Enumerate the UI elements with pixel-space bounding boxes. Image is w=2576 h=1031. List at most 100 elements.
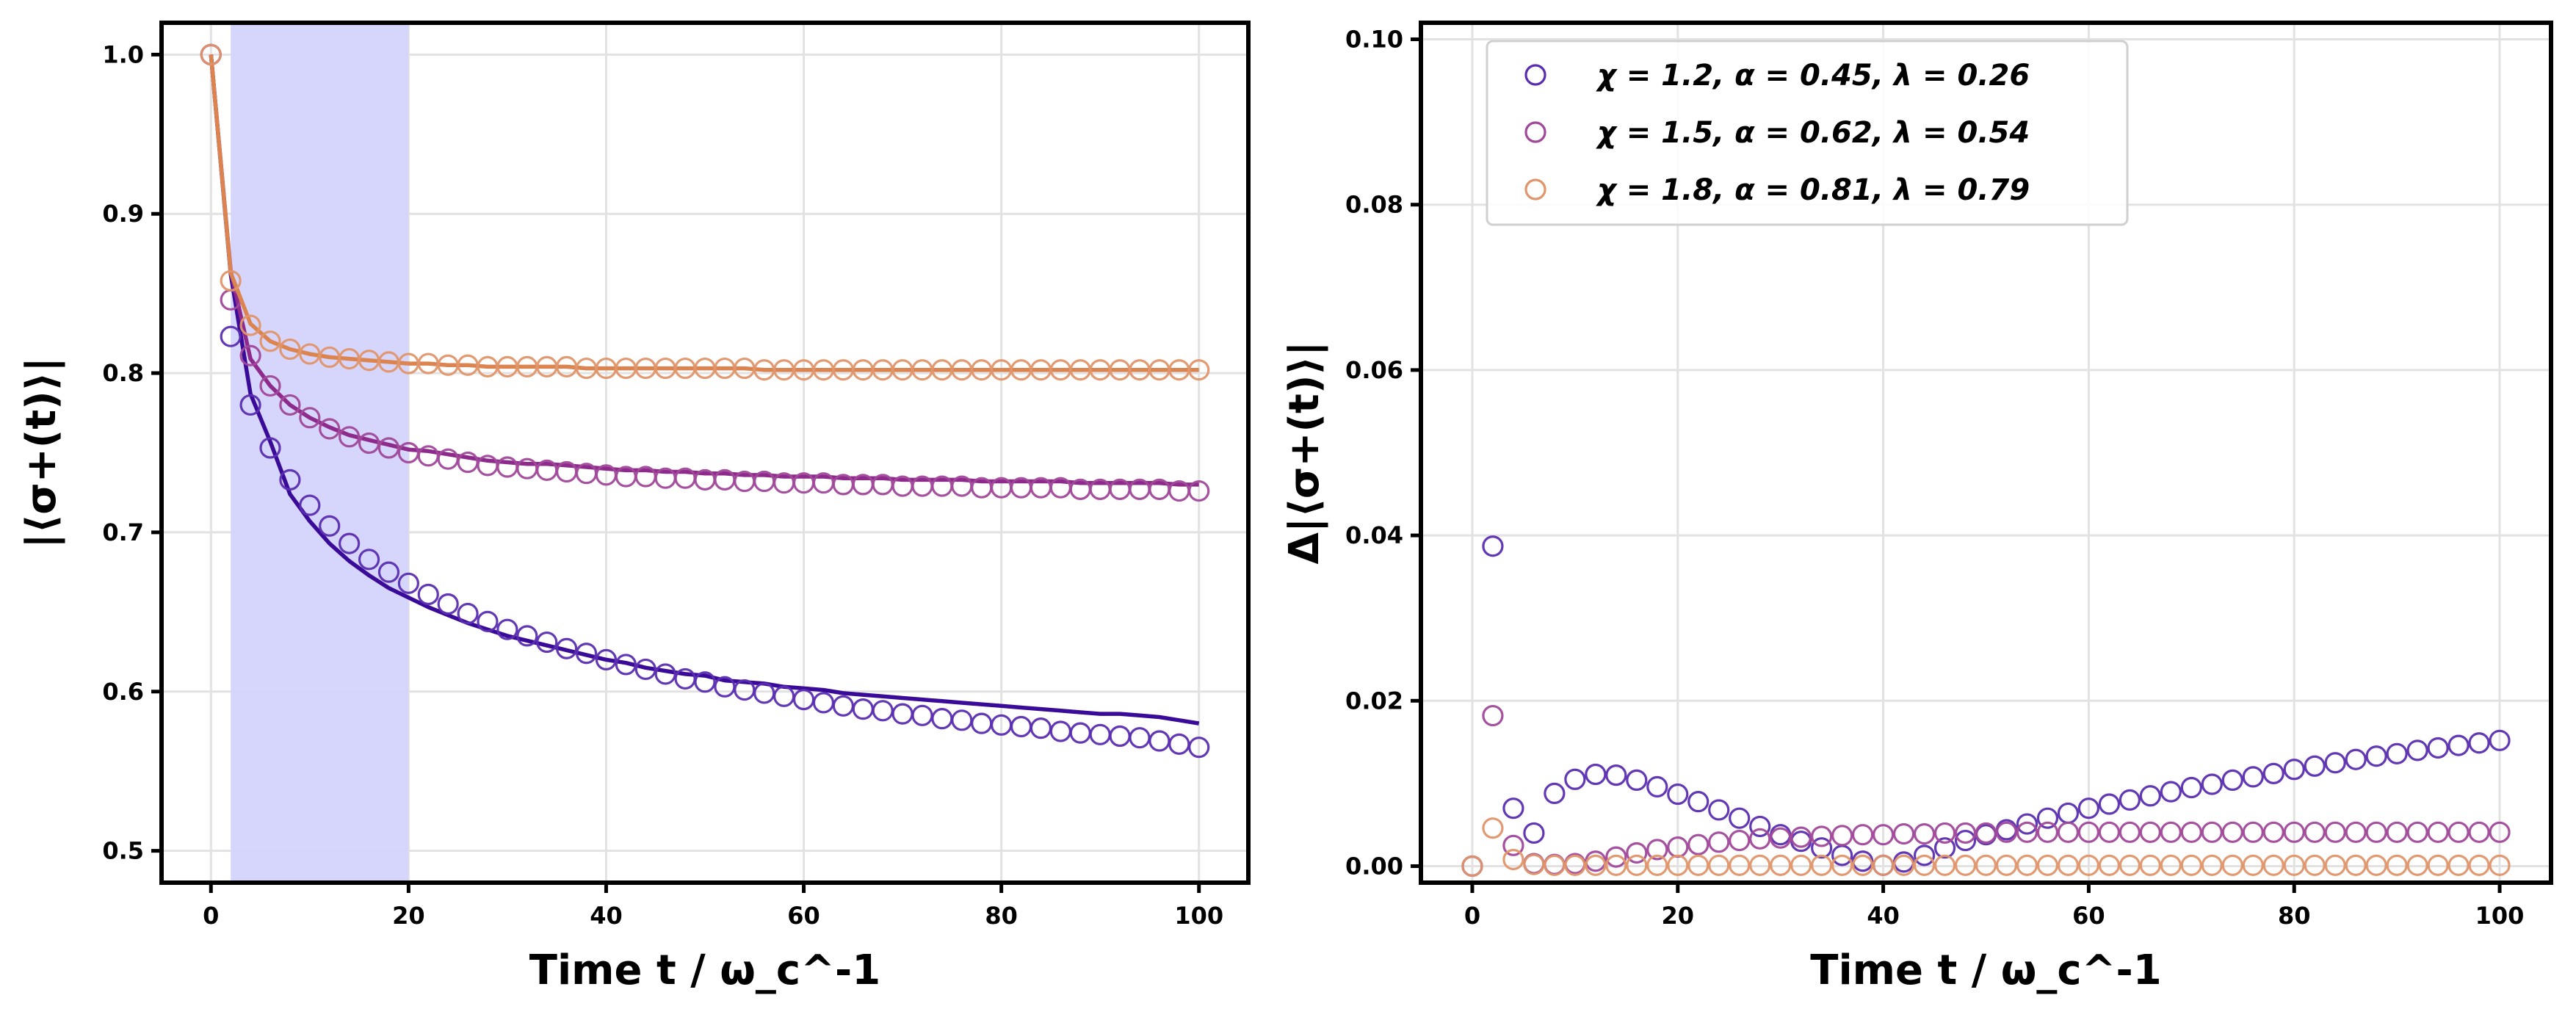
right-data-point-2 xyxy=(2139,821,2161,843)
left-data-point-3 xyxy=(239,314,261,336)
left-data-point-2 xyxy=(239,344,261,366)
right-ytick-label: 0.00 xyxy=(1345,852,1403,880)
right-data-point-1 xyxy=(1687,791,1710,813)
left-model-line-3 xyxy=(209,54,1199,372)
legend-marker-2 xyxy=(1524,121,1546,143)
right-data-point-1 xyxy=(2386,742,2408,764)
left-data-point-3 xyxy=(279,338,301,361)
right-data-point-2 xyxy=(2468,821,2490,843)
left-ytick-label: 0.6 xyxy=(102,678,144,706)
right-data-point-2 xyxy=(2447,821,2470,843)
right-data-point-3 xyxy=(2160,854,2182,876)
right-data-point-2 xyxy=(2365,821,2387,843)
left-data-point-2 xyxy=(358,432,380,455)
right-data-point-3 xyxy=(2283,854,2305,876)
right-data-point-3 xyxy=(1831,854,1853,876)
right-data-point-2 xyxy=(2119,821,2141,843)
left-data-point-1 xyxy=(339,532,361,554)
left-data-point-2 xyxy=(339,426,361,448)
left-model-line-1 xyxy=(209,54,1200,726)
right-data-point-3 xyxy=(2427,854,2449,876)
left-data-point-1 xyxy=(971,712,993,734)
right-data-point-3 xyxy=(2406,854,2428,876)
right-data-point-3 xyxy=(1995,854,2018,876)
left-data-point-3 xyxy=(1188,359,1210,381)
left-data-point-1 xyxy=(319,515,341,537)
right-data-point-2 xyxy=(1852,824,1874,846)
right-ylabel: Δ|⟨σ+(t)⟩| xyxy=(1281,341,1328,565)
left-data-point-1 xyxy=(951,709,973,731)
right-data-point-1 xyxy=(1811,837,1833,859)
legend-box xyxy=(1486,40,2129,226)
left-data-point-1 xyxy=(634,658,656,681)
right-data-point-3 xyxy=(1790,854,1812,876)
right-data-point-2 xyxy=(2016,821,2038,843)
right-data-point-2 xyxy=(2345,821,2367,843)
left-data-point-1 xyxy=(279,469,301,491)
right-data-point-1 xyxy=(2057,802,2080,825)
right-data-point-2 xyxy=(2324,821,2346,843)
right-data-point-3 xyxy=(2057,854,2080,876)
left-data-point-1 xyxy=(1049,720,1071,742)
left-xtick-label: 100 xyxy=(1174,902,1223,930)
right-data-point-2 xyxy=(1749,828,1771,850)
left-ylabel: |⟨σ+(t)⟩| xyxy=(18,357,65,549)
right-data-point-3 xyxy=(1667,854,1689,876)
left-data-point-3 xyxy=(259,330,281,352)
right-data-point-3 xyxy=(1975,854,1997,876)
left-data-point-1 xyxy=(595,648,618,671)
right-xtick-label: 20 xyxy=(1662,902,1695,930)
right-ytick-label: 0.10 xyxy=(1345,26,1403,54)
right-xtick-label: 0 xyxy=(1464,902,1480,930)
right-data-point-1 xyxy=(2119,789,2141,811)
left-data-point-1 xyxy=(220,325,242,347)
left-data-point-1 xyxy=(1069,722,1091,744)
right-data-point-1 xyxy=(2160,781,2182,803)
left-data-point-1 xyxy=(694,671,716,693)
right-data-point-3 xyxy=(1544,854,1566,876)
legend-label-1: χ = 1.2, α = 0.45, λ = 0.26 xyxy=(1596,59,2030,93)
left-xtick-label: 60 xyxy=(787,902,820,930)
right-data-point-2 xyxy=(2406,821,2428,843)
right-data-point-2 xyxy=(2221,821,2243,843)
right-data-point-2 xyxy=(1913,822,1936,845)
left-data-point-1 xyxy=(1188,737,1210,759)
right-data-point-1 xyxy=(2262,762,2284,784)
right-ytick-label: 0.02 xyxy=(1345,687,1403,715)
right-data-point-1 xyxy=(2180,776,2202,799)
right-data-point-1 xyxy=(2447,734,2470,756)
right-xtick-label: 40 xyxy=(1867,902,1900,930)
left-data-point-1 xyxy=(1148,730,1171,752)
right-data-point-1 xyxy=(1790,831,1812,853)
right-data-point-3 xyxy=(1564,854,1586,876)
right-data-point-1 xyxy=(2283,759,2305,781)
right-data-point-2 xyxy=(2386,821,2408,843)
left-data-point-1 xyxy=(832,695,854,717)
right-data-point-2 xyxy=(1585,850,1607,872)
right-data-point-2 xyxy=(1892,822,1915,845)
left-data-point-1 xyxy=(437,593,459,615)
right-data-point-1 xyxy=(2221,769,2243,791)
right-data-point-3 xyxy=(2386,854,2408,876)
right-data-point-2 xyxy=(2098,821,2120,843)
left-data-point-1 xyxy=(1089,723,1111,745)
right-data-point-2 xyxy=(2036,821,2059,843)
right-data-point-1 xyxy=(2242,766,2264,788)
right-data-point-2 xyxy=(1770,827,1792,849)
right-data-point-3 xyxy=(1687,854,1710,876)
right-ytick-label: 0.08 xyxy=(1345,191,1403,219)
right-data-point-2 xyxy=(1729,829,1751,852)
right-data-point-1 xyxy=(1523,822,1545,844)
legend-marker-3 xyxy=(1524,178,1546,200)
left-xtick-label: 40 xyxy=(590,902,623,930)
left-data-point-1 xyxy=(1109,725,1131,748)
right-data-point-3 xyxy=(1585,854,1607,876)
right-data-point-2 xyxy=(1626,842,1648,864)
left-ytick-label: 0.5 xyxy=(102,837,144,865)
right-data-point-2 xyxy=(2304,821,2326,843)
left-data-point-1 xyxy=(1010,715,1032,738)
right-xtick-label: 60 xyxy=(2072,902,2105,930)
right-panel: 0 20 40 60 80 100 0.00 0.02 0.04 0.06 0.08 0.10 Time… xyxy=(1281,21,2553,994)
right-data-point-3 xyxy=(1646,854,1668,876)
right-data-point-2 xyxy=(1790,826,1812,848)
